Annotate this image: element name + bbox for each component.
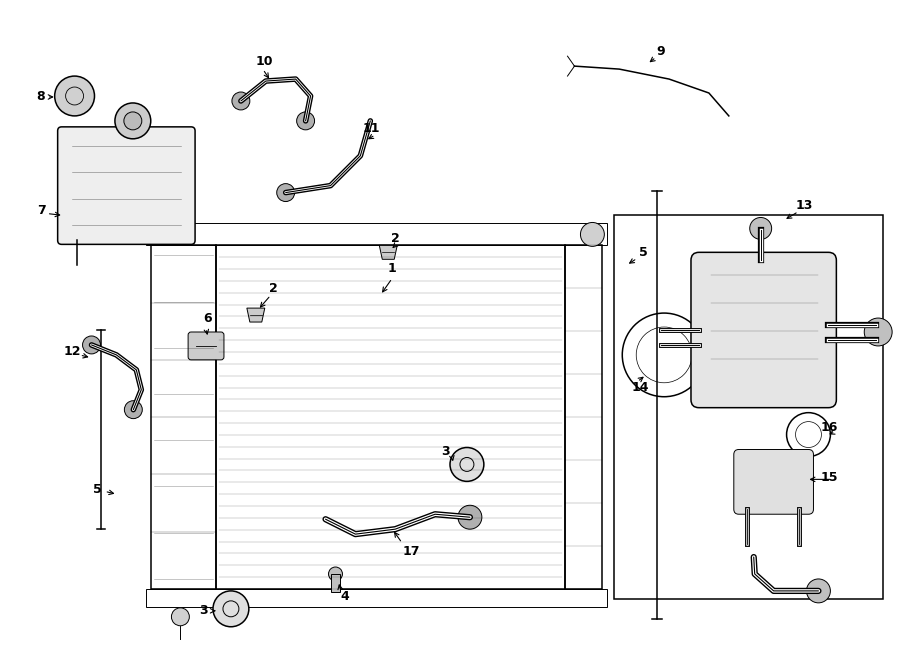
Circle shape [864, 318, 892, 346]
Text: 3: 3 [200, 604, 208, 617]
Circle shape [458, 505, 482, 529]
Text: 2: 2 [392, 232, 400, 245]
Text: 17: 17 [402, 545, 419, 558]
Text: 4: 4 [340, 590, 349, 603]
Text: 16: 16 [821, 421, 839, 434]
Bar [216, 245, 564, 589]
Circle shape [124, 112, 142, 130]
Bar [151, 245, 216, 589]
Text: 15: 15 [821, 471, 839, 484]
FancyBboxPatch shape [58, 127, 195, 245]
Polygon shape [379, 245, 397, 259]
Text: 9: 9 [656, 45, 665, 58]
Text: 2: 2 [269, 282, 277, 295]
Circle shape [276, 184, 294, 202]
Circle shape [115, 103, 151, 139]
Text: 11: 11 [363, 122, 381, 136]
FancyBboxPatch shape [188, 332, 224, 360]
FancyBboxPatch shape [691, 253, 836, 408]
Circle shape [232, 92, 250, 110]
Text: 14: 14 [631, 381, 649, 394]
Text: 10: 10 [256, 55, 274, 67]
Circle shape [806, 579, 831, 603]
Text: 12: 12 [64, 346, 81, 358]
Circle shape [297, 112, 315, 130]
Circle shape [213, 591, 248, 627]
Bar [147, 223, 608, 245]
Text: 7: 7 [37, 204, 46, 217]
Text: 6: 6 [203, 311, 212, 325]
Circle shape [124, 401, 142, 418]
FancyBboxPatch shape [734, 449, 814, 514]
Bar [330, 574, 340, 592]
Text: 8: 8 [37, 91, 45, 104]
Bar [564, 245, 602, 589]
Circle shape [750, 217, 771, 239]
Circle shape [450, 447, 484, 481]
Bar [615, 215, 883, 599]
Text: 5: 5 [639, 246, 648, 259]
Circle shape [171, 608, 189, 626]
Circle shape [55, 76, 94, 116]
Circle shape [580, 223, 604, 247]
Circle shape [83, 336, 101, 354]
Circle shape [328, 567, 343, 581]
Bar [147, 589, 608, 607]
Text: 3: 3 [441, 445, 450, 458]
Polygon shape [247, 308, 265, 322]
Text: 1: 1 [388, 262, 397, 275]
Text: 13: 13 [796, 199, 813, 212]
Text: 5: 5 [93, 483, 102, 496]
